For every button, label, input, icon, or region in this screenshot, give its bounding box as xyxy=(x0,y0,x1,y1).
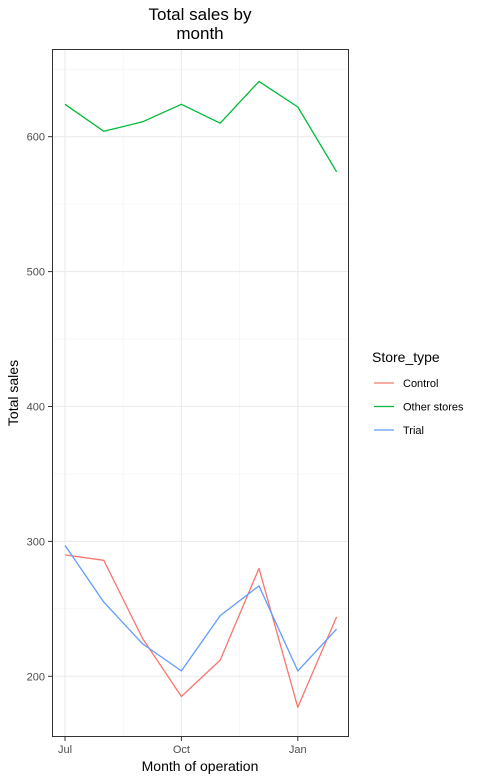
legend-title: Store_type xyxy=(372,349,440,365)
y-tick-label: 200 xyxy=(27,671,45,683)
chart-title-line-2: month xyxy=(176,24,223,43)
x-tick-label: Jul xyxy=(58,744,72,756)
x-tick-label: Oct xyxy=(173,744,190,756)
y-tick-label: 300 xyxy=(27,536,45,548)
y-axis-title: Total sales xyxy=(5,360,21,426)
x-axis: Jul Oct Jan xyxy=(58,737,307,756)
y-tick-label: 500 xyxy=(27,267,45,279)
legend-label-trial: Trial xyxy=(403,425,424,437)
legend: Store_type Control Other stores Trial xyxy=(372,349,464,437)
y-tick-label: 600 xyxy=(27,132,45,144)
legend-label-control: Control xyxy=(403,378,438,390)
x-tick-label: Jan xyxy=(289,744,307,756)
x-axis-title: Month of operation xyxy=(142,758,259,774)
y-axis: 200 300 400 500 600 xyxy=(27,132,52,684)
chart-title-line-1: Total sales by xyxy=(149,5,252,24)
chart-title: Total sales by month xyxy=(149,5,252,43)
y-tick-label: 400 xyxy=(27,401,45,413)
legend-label-other-stores: Other stores xyxy=(403,402,464,414)
plot-panel xyxy=(52,49,349,737)
